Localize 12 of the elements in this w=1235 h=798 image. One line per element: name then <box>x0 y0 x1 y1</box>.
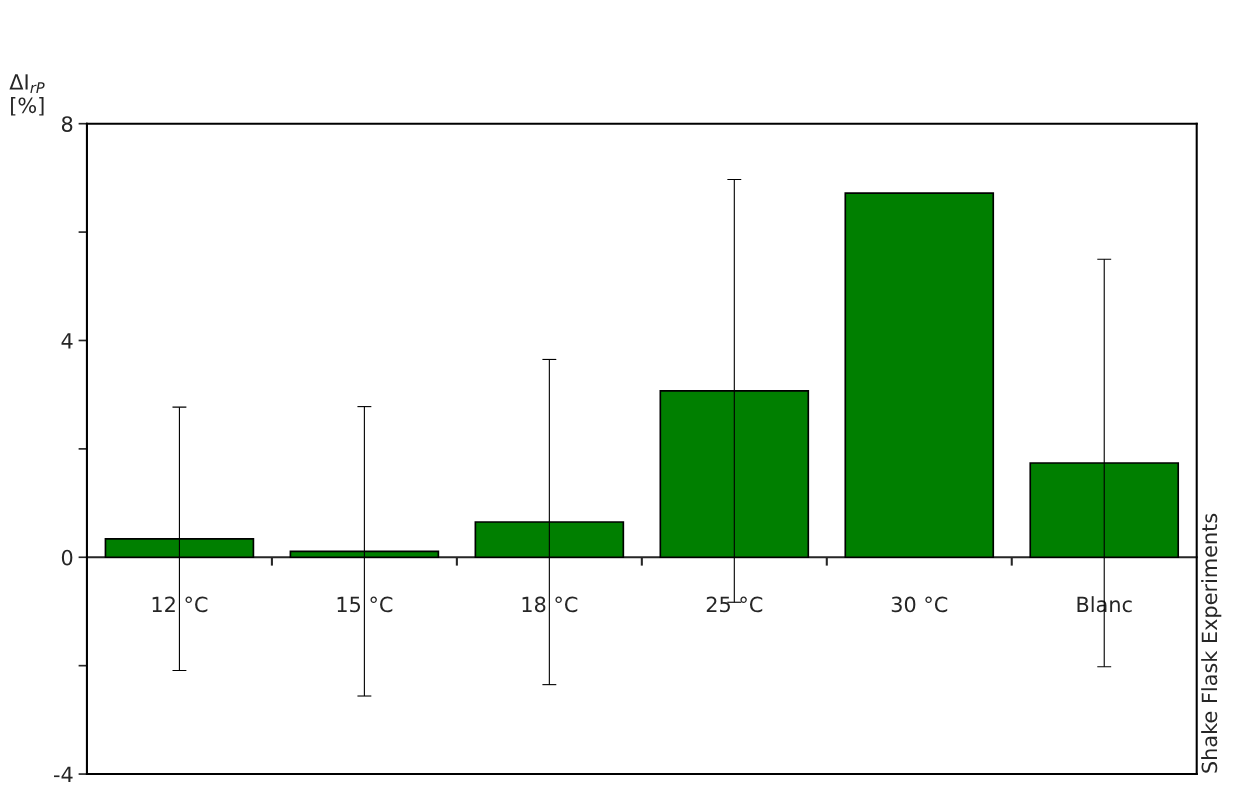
x-tick-label: 30 °C <box>891 596 948 613</box>
y-tick-label: 8 <box>61 116 73 132</box>
bar <box>844 192 995 559</box>
x-tick-label: 12 °C <box>152 596 208 613</box>
x-tick-label: 15 °C <box>337 596 393 613</box>
y-axis-title: ΔI$_{rP}$ [%] <box>9 74 45 116</box>
y-tick-label: -4 <box>54 766 73 782</box>
y-tick-label: 4 <box>61 333 73 349</box>
text: Shake Flask Experiments <box>1201 513 1222 773</box>
x-tick-label: 25 °C <box>706 596 763 613</box>
y-tick-label: 0 <box>61 549 73 566</box>
x-tick-label: 18 °C <box>522 596 578 613</box>
